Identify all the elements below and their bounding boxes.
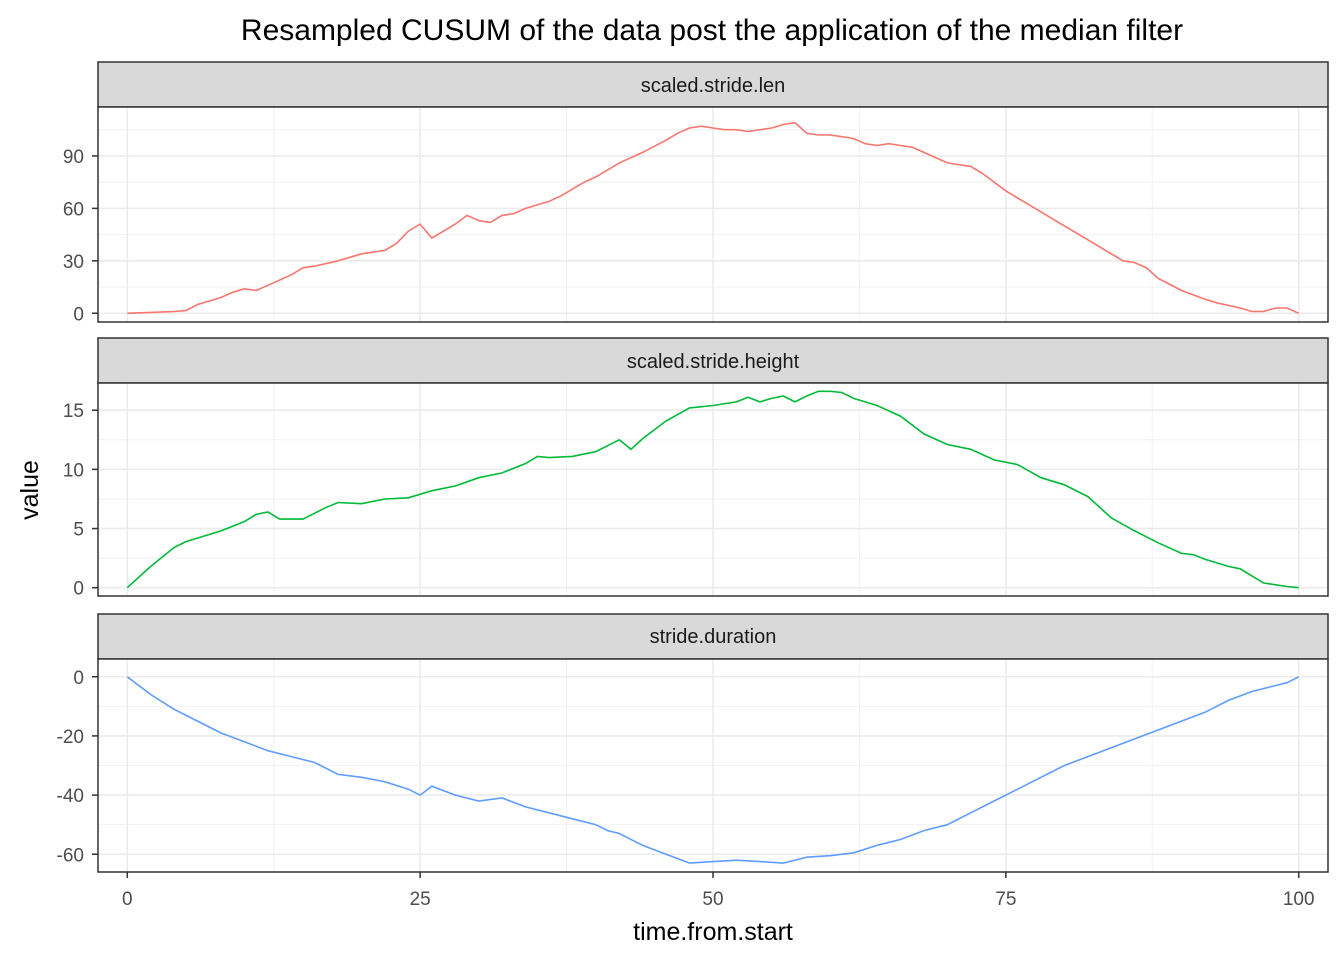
panel-2-y-axis: 0 5 10 15 — [63, 401, 98, 600]
panel-3-y-tick-label: -40 — [57, 786, 84, 807]
panel-3-grid — [98, 659, 1328, 872]
x-tick-label: 25 — [410, 889, 431, 910]
x-axis-title: time.from.start — [633, 918, 793, 946]
chart-title: Resampled CUSUM of the data post the app… — [241, 14, 1183, 47]
x-tick-label: 75 — [995, 889, 1016, 910]
panel-3-strip-label: stride.duration — [650, 626, 777, 648]
panel-2-y-tick-label: 0 — [73, 579, 84, 600]
panel-3-y-axis: 0 -20 -40 -60 — [57, 668, 98, 866]
x-axis: 0 25 50 75 100 — [122, 872, 1315, 910]
panel-2: scaled.stride.height 0 5 10 15 — [63, 337, 1329, 600]
panel-1-y-tick-label: 0 — [73, 304, 84, 325]
panel-2-border — [97, 382, 1329, 597]
panel-3-y-tick-label: -20 — [57, 727, 84, 748]
panel-1-y-tick-label: 30 — [63, 252, 84, 273]
panel-1-series-line — [127, 121, 1300, 315]
panel-2-strip-label: scaled.stride.height — [627, 351, 800, 373]
panel-1-y-axis: 0 30 60 90 — [63, 147, 98, 325]
panel-2-y-tick-label: 5 — [73, 520, 84, 541]
panel-3-strip — [97, 613, 1329, 660]
panel-1-y-tick-label: 60 — [63, 199, 84, 220]
panel-3: stride.duration 0 -20 -40 -60 — [57, 613, 1329, 873]
panel-2-series-line — [126, 390, 1299, 589]
panel-1-strip — [97, 61, 1329, 108]
panel-2-strip — [97, 337, 1329, 384]
panel-1-strip-label: scaled.stride.len — [641, 75, 786, 97]
panel-1-border — [97, 106, 1329, 323]
panel-3-y-tick-label: 0 — [73, 668, 84, 689]
x-tick-label: 0 — [122, 889, 133, 910]
panel-1-grid — [98, 107, 1328, 322]
panel-2-y-tick-label: 15 — [63, 401, 84, 422]
panel-3-series-line — [126, 676, 1300, 864]
x-tick-label: 50 — [702, 889, 723, 910]
panel-1-y-tick-label: 90 — [63, 147, 84, 168]
panel-2-grid — [98, 383, 1328, 596]
y-axis-title: value — [16, 460, 44, 520]
x-tick-label: 100 — [1283, 889, 1315, 910]
panel-1: scaled.stride.len 0 30 60 90 — [63, 61, 1329, 325]
panel-3-y-tick-label: -60 — [57, 845, 84, 866]
panel-2-y-tick-label: 10 — [63, 460, 84, 481]
